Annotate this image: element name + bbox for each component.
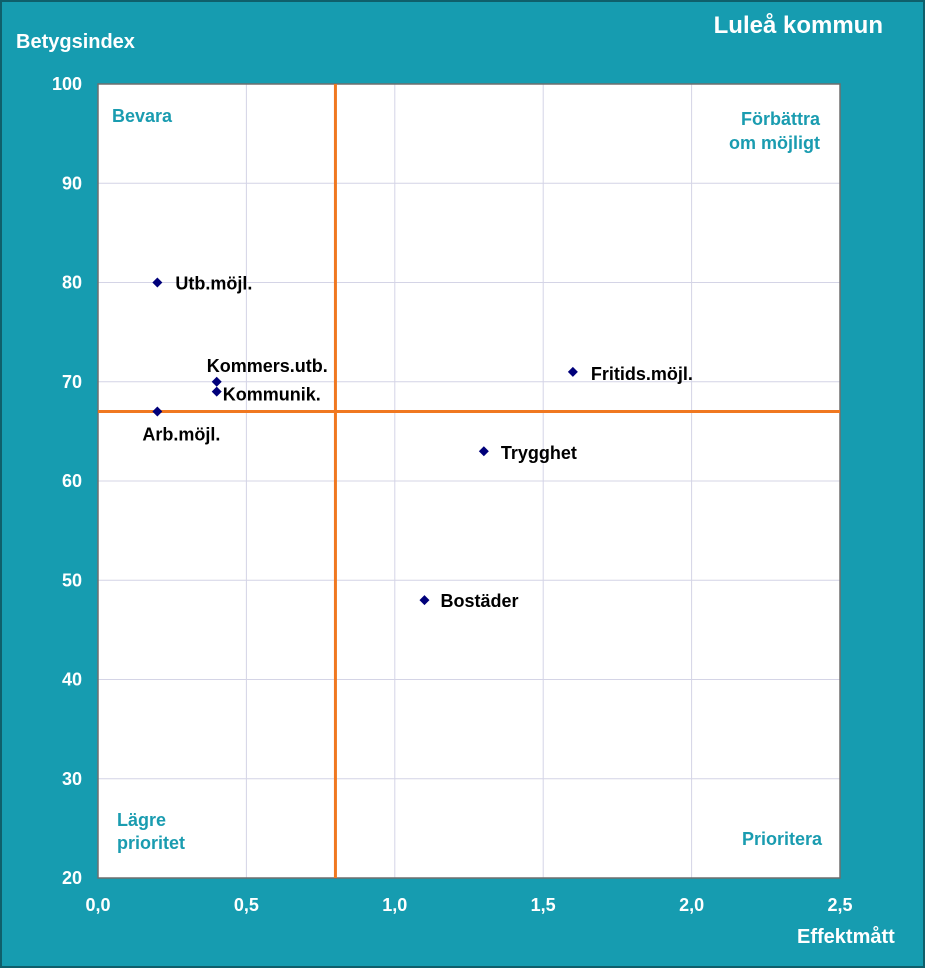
tick-labels: 20 30 40 50 60 70 80 90 100 0,0 0,5 1,0 1,5 2,0 2,5 (52, 74, 853, 915)
point-marker (152, 406, 163, 417)
point-marker (152, 277, 163, 288)
point-label: Utb.möjl. (175, 274, 252, 294)
x-axis-label: Effektmått (797, 926, 895, 948)
point-label: Fritids.möjl. (591, 364, 693, 384)
y-tick-label: 30 (62, 769, 82, 789)
y-tick-label: 20 (62, 868, 82, 888)
data-points: Utb.möjl. Kommers.utb. Kommunik.Arb.möjl. F… (142, 274, 693, 612)
y-tick-label: 40 (62, 670, 82, 690)
point-label: Kommunik. (223, 385, 321, 405)
quadrant-label-bevara: Bevara (112, 106, 173, 126)
chart-title: Luleå kommun (713, 12, 883, 39)
quadrant-label-lagre: Lägre (117, 810, 166, 830)
x-tick-label: 2,0 (679, 895, 704, 915)
quadrant-label-prioritet: prioritet (117, 833, 185, 853)
y-tick-label: 100 (52, 74, 82, 94)
x-tick-label: 1,5 (531, 895, 556, 915)
x-tick-label: 2,5 (827, 895, 852, 915)
y-tick-label: 70 (62, 372, 82, 392)
point-marker (211, 386, 222, 397)
point-marker (419, 595, 430, 606)
plot-border (97, 83, 841, 879)
point-marker (567, 366, 578, 377)
x-tick-label: 1,0 (382, 895, 407, 915)
point-marker (478, 446, 489, 457)
quadrant-label-om-mojligt: om möjligt (729, 133, 820, 153)
y-tick-label: 90 (62, 173, 82, 193)
x-tick-label: 0,0 (85, 895, 110, 915)
point-label: Bostäder (440, 591, 518, 611)
point-marker (211, 376, 222, 387)
point-label: Kommers.utb. (207, 356, 328, 376)
y-tick-label: 50 (62, 570, 82, 590)
point-label: Trygghet (501, 443, 577, 463)
quadrant-label-prioritera: Prioritera (742, 829, 823, 849)
y-axis-label: Betygsindex (16, 31, 135, 53)
reference-lines (98, 84, 840, 878)
y-tick-label: 60 (62, 471, 82, 491)
grid-lines (97, 83, 841, 879)
x-tick-label: 0,5 (234, 895, 259, 915)
point-label: Arb.möjl. (142, 425, 220, 445)
quadrant-label-forbattra: Förbättra (741, 109, 821, 129)
y-tick-label: 80 (62, 273, 82, 293)
quadrant-labels: Bevara Förbättra om möjligt Lägre prioritet P… (112, 106, 823, 853)
